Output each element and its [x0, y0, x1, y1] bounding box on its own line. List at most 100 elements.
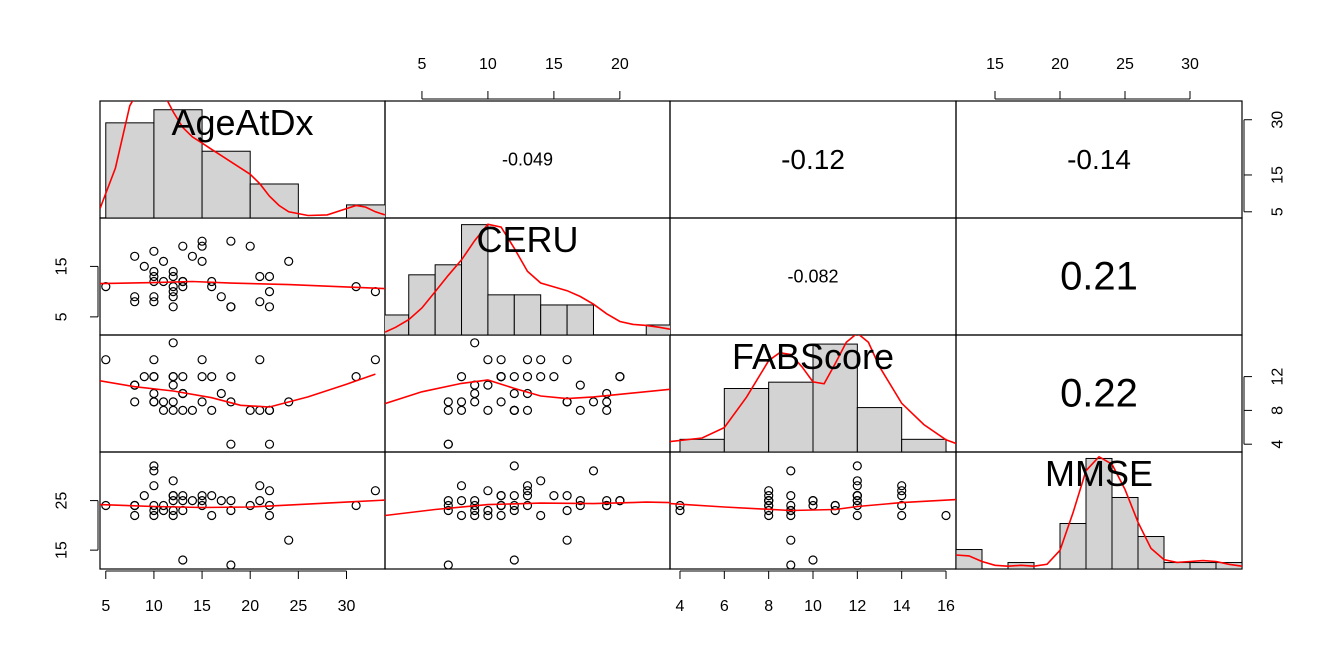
data-point: [130, 397, 140, 407]
data-point: [522, 405, 533, 415]
data-point: [562, 491, 572, 501]
data-point: [575, 380, 585, 390]
data-point: [158, 397, 169, 407]
histogram-bar: [679, 438, 725, 452]
data-point: [456, 510, 467, 521]
data-point: [764, 505, 774, 516]
data-point: [588, 397, 599, 407]
data-point: [509, 491, 519, 501]
axes: 5 10 15 20 25 30 4 6 8 10 12 14 16 5 10 15 20 15 20 25 30 5 15…: [54, 56, 1287, 615]
tick-label: 20: [241, 598, 259, 615]
variable-name: AgeAtDx: [171, 102, 313, 143]
data-point: [470, 388, 480, 399]
data-point: [496, 372, 506, 382]
tick-label: 10: [479, 56, 497, 73]
data-point: [509, 372, 519, 382]
data-point: [149, 388, 159, 399]
tick-label: 20: [1051, 56, 1069, 73]
data-point: [168, 491, 178, 501]
correlation-label: -0.082: [787, 267, 838, 287]
data-point: [575, 405, 585, 415]
data-point: [187, 405, 197, 415]
data-point: [216, 388, 226, 399]
tick-label: 15: [1270, 166, 1287, 184]
data-point: [443, 500, 453, 511]
tick-label: 15: [986, 56, 1004, 73]
smooth-line: [385, 501, 670, 517]
histogram-MMSE: [956, 455, 1242, 569]
data-point: [509, 555, 519, 565]
data-point: [178, 405, 188, 415]
histogram-bar: [856, 407, 903, 452]
tick-label: 30: [1270, 111, 1287, 129]
labels: -0.049 -0.12 -0.14 -0.082 0.21 0.22 AgeAtDx CER…: [171, 102, 1153, 494]
tick-label: 6: [720, 598, 729, 615]
data-point: [226, 302, 236, 312]
data-point: [443, 560, 453, 569]
histogram-bar: [566, 304, 594, 335]
data-point: [130, 251, 140, 261]
data-point: [456, 397, 467, 407]
histogram-bar: [1137, 536, 1165, 569]
data-point: [764, 510, 774, 521]
tick-label: 10: [145, 598, 163, 615]
smooth-line: [100, 373, 376, 408]
data-point: [255, 355, 265, 365]
data-point: [197, 397, 207, 407]
data-point: [852, 461, 862, 471]
data-point: [456, 481, 467, 491]
data-point: [562, 535, 572, 545]
tick-label: 25: [289, 598, 307, 615]
histogram-bar: [1059, 523, 1087, 569]
data-point: [764, 496, 774, 506]
data-point: [187, 496, 197, 506]
data-point: [284, 397, 294, 407]
data-point: [443, 496, 453, 506]
tick-label: 15: [193, 598, 211, 615]
smooth-line: [670, 498, 956, 512]
histogram-AgeAtDx: [100, 101, 385, 218]
data-point: [852, 476, 862, 486]
data-point: [149, 466, 159, 476]
scatter-panel-MMSE-CERU: [385, 461, 670, 569]
data-point: [149, 266, 159, 277]
data-point: [483, 505, 493, 516]
data-point: [351, 500, 361, 511]
scatter-panel-FABScore-AgeAtDx: [100, 338, 380, 449]
data-point: [549, 491, 559, 501]
data-point: [130, 510, 140, 521]
histogram-bar: [956, 549, 983, 569]
data-point: [575, 500, 585, 511]
data-point: [264, 510, 275, 521]
smooth-line: [100, 499, 385, 509]
data-point: [149, 292, 159, 302]
data-point: [168, 292, 178, 302]
data-point: [536, 355, 546, 365]
data-point: [197, 496, 207, 506]
data-point: [264, 302, 275, 312]
density-curve: [670, 335, 956, 445]
right-axis-AgeAtDx: 5 15 30: [1243, 111, 1287, 216]
correlation-label: 0.21: [1060, 255, 1138, 299]
data-point: [456, 405, 467, 415]
data-point: [470, 338, 480, 348]
histogram-bar: [901, 438, 947, 452]
data-point: [808, 496, 818, 506]
data-point: [197, 491, 207, 501]
data-point: [615, 372, 625, 382]
data-point: [197, 355, 207, 365]
tick-label: 5: [101, 598, 110, 615]
data-point: [168, 287, 178, 297]
data-point: [509, 388, 519, 399]
data-point: [897, 500, 907, 511]
data-point: [470, 496, 480, 506]
data-point: [602, 500, 612, 511]
data-point: [470, 397, 480, 407]
variable-name: FABScore: [732, 336, 894, 377]
top-axis-CERU: 5 10 15 20: [417, 56, 629, 100]
data-point: [168, 266, 178, 277]
data-point: [522, 372, 533, 382]
data-point: [456, 372, 467, 382]
histogram-bar: [1163, 562, 1191, 569]
scatter-panel-MMSE-AgeAtDx: [100, 461, 385, 569]
